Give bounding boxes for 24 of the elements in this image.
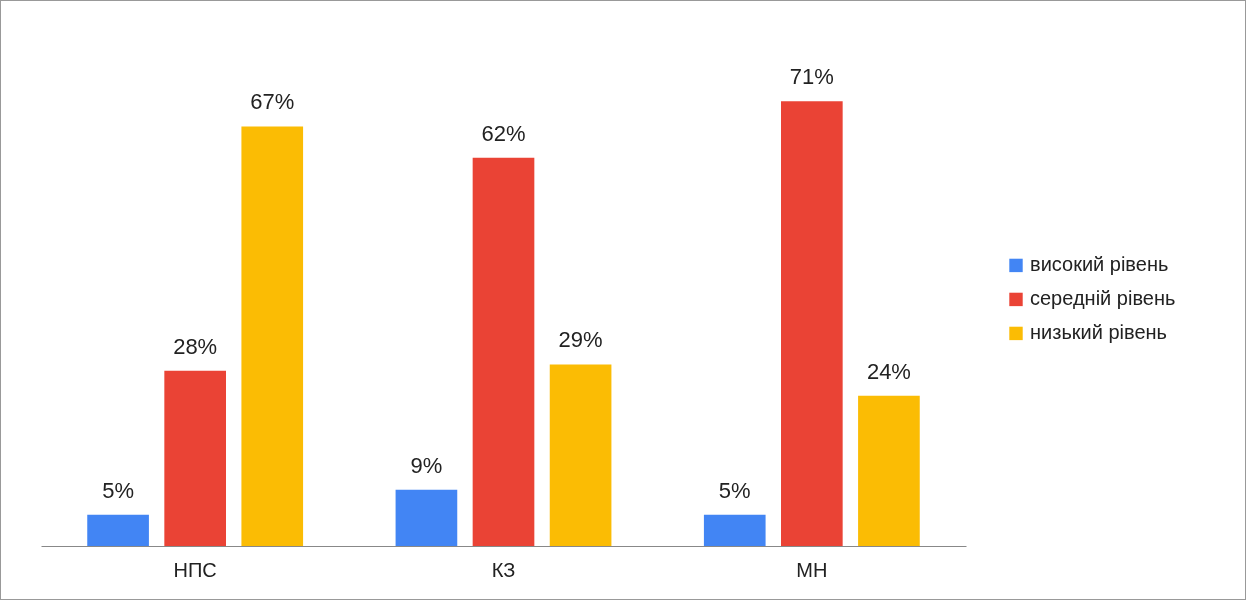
bar <box>241 126 304 546</box>
x-tick-label: КЗ <box>491 558 516 581</box>
data-label: 5% <box>718 477 751 503</box>
bar <box>781 101 843 546</box>
bar <box>703 514 766 546</box>
legend-label: високий рівень <box>1030 253 1169 276</box>
bar <box>549 364 612 546</box>
bar <box>395 489 458 546</box>
legend-label: середній рівень <box>1030 287 1176 310</box>
data-label: 9% <box>410 452 443 478</box>
bar <box>858 395 920 546</box>
data-label: 24% <box>866 358 911 384</box>
x-tick-label: НПС <box>173 558 217 581</box>
data-label: 29% <box>558 327 603 353</box>
bar <box>87 514 149 546</box>
data-label: 5% <box>102 477 134 503</box>
data-label: 62% <box>481 120 526 146</box>
legend-label: низький рівень <box>1030 321 1168 344</box>
data-label: 71% <box>789 64 834 90</box>
bar <box>472 157 535 546</box>
bar <box>164 370 226 546</box>
data-label: 67% <box>250 89 295 115</box>
data-label: 28% <box>173 333 218 359</box>
x-tick-label: МН <box>796 558 828 581</box>
